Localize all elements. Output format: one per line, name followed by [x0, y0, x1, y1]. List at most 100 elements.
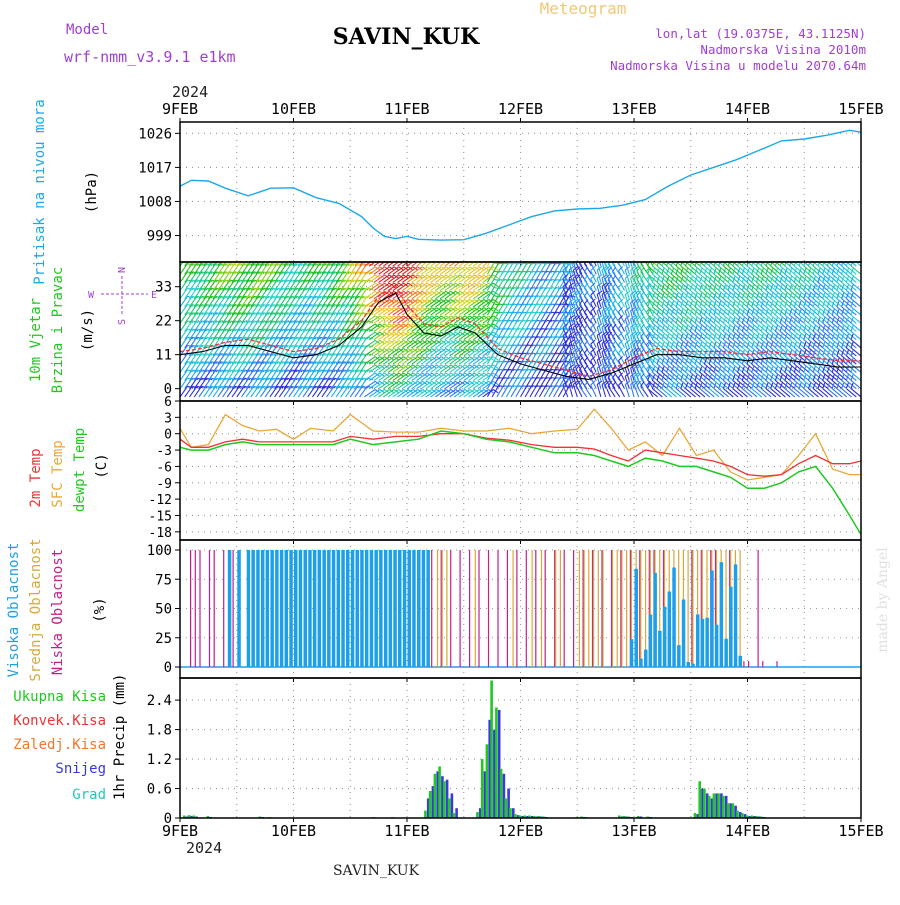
wind-barb-flag — [508, 255, 514, 256]
wind-barb — [379, 324, 390, 332]
wind-barb-flag — [738, 252, 740, 258]
wind-barb — [383, 365, 394, 373]
wind-barb — [388, 275, 399, 282]
wind-barb — [450, 357, 461, 365]
wind-barb — [742, 389, 752, 397]
wind-barb — [417, 340, 428, 348]
wind-barb — [464, 340, 475, 348]
wind-barb — [464, 357, 475, 365]
wind-barb — [417, 300, 428, 308]
top-year-label: 2024 — [172, 83, 208, 101]
wind-barb — [435, 357, 446, 365]
wind-barb — [412, 291, 423, 299]
wind-barb-flag — [597, 250, 602, 254]
wind-barb — [832, 389, 842, 397]
wind-barb — [417, 267, 428, 275]
wind-barb — [412, 365, 423, 373]
wind-barb — [383, 381, 394, 388]
wind-barb-flag — [573, 250, 578, 254]
wind-barb — [435, 381, 446, 388]
wind-barb-flag — [240, 255, 246, 257]
wind-barb — [417, 390, 428, 397]
wind-barb — [407, 267, 418, 275]
wind-barb-flag — [292, 255, 298, 257]
wind-barb — [412, 381, 423, 388]
wind-barb — [374, 275, 385, 282]
wind-barb — [714, 389, 724, 397]
wind-barb — [417, 316, 428, 323]
wind-barb — [652, 389, 662, 397]
wind-barb — [417, 291, 428, 299]
wind-barb — [379, 373, 390, 381]
wind-barb — [459, 390, 470, 397]
wind-barb — [469, 381, 480, 388]
wind-barb — [388, 340, 399, 348]
wind-barb-flag — [851, 252, 853, 258]
wind-barb — [459, 373, 470, 381]
wind-barb — [454, 357, 465, 365]
wind-barb-flag — [551, 255, 557, 256]
wind-barb-flag — [775, 252, 777, 258]
wind-barb-flag — [613, 259, 616, 264]
wind-barb — [379, 300, 390, 308]
wind-barb — [379, 308, 390, 315]
wind-barb-flag — [613, 283, 616, 288]
wind-barb-flag — [225, 255, 231, 257]
wind-barb — [435, 373, 446, 381]
wind-barb — [454, 283, 465, 290]
wind-barb-flag — [785, 252, 787, 258]
wind-barb — [454, 381, 465, 388]
wind-barb-flag — [358, 255, 364, 257]
wind-barb — [374, 267, 385, 275]
wind-barb — [374, 308, 385, 315]
wind-barb-flag — [584, 324, 588, 329]
wind-barb — [459, 332, 470, 340]
wind-barb — [379, 316, 390, 323]
wind-barb — [407, 357, 418, 365]
model-label: Model — [66, 22, 108, 38]
wind-barb-flag — [605, 250, 609, 254]
wind-barb-flag — [301, 255, 307, 257]
wind-barb — [388, 357, 399, 365]
wind-barb — [464, 349, 475, 356]
wind-barb — [435, 390, 446, 397]
wind-barb-flag — [842, 252, 844, 258]
wind-barb — [469, 267, 480, 275]
wind-barb — [464, 275, 475, 282]
wind-barb — [383, 275, 394, 282]
wind-barb — [464, 300, 475, 308]
wind-barb — [421, 365, 432, 373]
wind-barb — [459, 340, 470, 348]
wind-barb-flag — [555, 255, 561, 256]
wind-barb — [464, 365, 475, 373]
wind-barb-flag — [569, 258, 574, 261]
wind-barb — [681, 389, 691, 397]
wind-barb — [766, 389, 776, 397]
wind-barb — [407, 332, 418, 340]
wind-barb — [402, 390, 413, 397]
wind-barb — [402, 275, 413, 282]
wind-barb — [417, 275, 428, 282]
wind-barb-flag — [569, 250, 574, 253]
wind-barb-flag — [306, 255, 312, 257]
wind-barb-flag — [827, 252, 829, 258]
wind-barb-flag — [809, 252, 811, 258]
pressure-ytick-label: 1017 — [138, 160, 172, 176]
wind-barb — [412, 275, 423, 282]
wind-barb-flag — [631, 258, 636, 261]
wind-barb — [383, 300, 394, 308]
wind-barb — [364, 373, 375, 381]
wind-barb — [454, 332, 465, 340]
wind-barb — [364, 267, 375, 275]
wind-barb — [407, 365, 418, 373]
wind-barb-flag — [244, 255, 250, 257]
wind-barb — [388, 381, 399, 388]
wind-barb-flag — [719, 252, 721, 258]
wind-barb — [757, 389, 767, 397]
wind-barb — [464, 308, 475, 315]
wind-barb — [369, 390, 380, 397]
wind-barb-flag — [579, 259, 583, 264]
wind-barb — [719, 389, 729, 397]
wind-barb — [369, 381, 380, 388]
wind-barb — [450, 373, 461, 381]
